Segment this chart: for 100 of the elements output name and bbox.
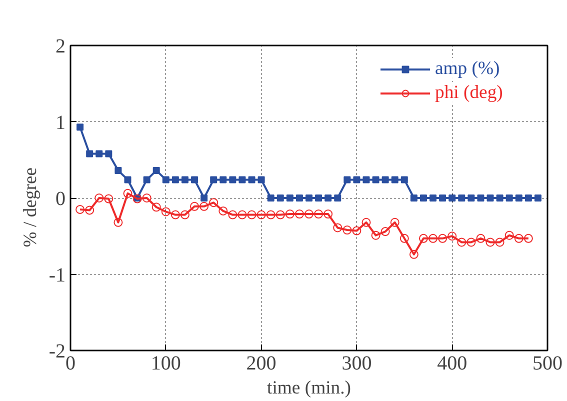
x-tick-label: 100 [150, 352, 181, 374]
point [200, 194, 208, 202]
point [220, 176, 227, 184]
point [123, 188, 132, 198]
point [218, 206, 228, 216]
legend-label: amp (%) [435, 58, 500, 80]
point [495, 238, 504, 247]
point [190, 202, 200, 211]
point [448, 232, 457, 241]
point [400, 176, 408, 184]
point [306, 194, 312, 202]
point [334, 194, 342, 202]
point [486, 194, 494, 202]
point [382, 176, 389, 184]
point [400, 234, 409, 243]
point [191, 176, 198, 184]
point [314, 210, 324, 219]
point [468, 194, 475, 202]
point [276, 210, 285, 220]
point [352, 226, 362, 236]
y-axis-title: % / degree [20, 167, 41, 248]
point [506, 194, 513, 202]
point [267, 194, 274, 202]
x-tick-label: 500 [532, 352, 562, 374]
point [285, 210, 294, 219]
point [170, 210, 180, 220]
point [380, 227, 390, 236]
point [94, 194, 104, 202]
point [504, 230, 514, 240]
point [124, 176, 132, 184]
point [486, 238, 495, 247]
point [477, 194, 484, 202]
point [342, 226, 352, 235]
point [458, 194, 466, 202]
point [410, 194, 418, 202]
point [333, 223, 342, 232]
point [286, 194, 294, 202]
point [315, 194, 322, 202]
point [324, 194, 332, 202]
point [514, 234, 524, 243]
y-tick-label: 1 [56, 112, 66, 134]
point [181, 176, 188, 184]
point [439, 194, 446, 202]
point [420, 194, 427, 202]
point [229, 176, 236, 184]
point [209, 198, 218, 208]
point [466, 238, 476, 247]
point [362, 218, 371, 227]
point [76, 124, 84, 131]
point [344, 176, 351, 184]
point [114, 218, 123, 227]
point [430, 194, 437, 202]
point [515, 194, 522, 202]
point [524, 194, 532, 202]
point [248, 176, 256, 184]
point [448, 194, 456, 202]
point [258, 176, 265, 184]
point [409, 250, 418, 259]
point [104, 194, 114, 204]
point [296, 194, 303, 202]
point [114, 167, 122, 174]
point [324, 210, 333, 219]
point [161, 207, 170, 216]
point [266, 210, 276, 220]
point [172, 176, 179, 184]
point [152, 202, 161, 212]
point [256, 210, 266, 220]
point [362, 176, 370, 184]
point [105, 150, 112, 158]
y-tick-label: 0 [56, 188, 66, 210]
point [238, 210, 247, 220]
point [372, 176, 380, 184]
point [294, 210, 304, 219]
point [180, 210, 190, 220]
point [524, 234, 533, 243]
point [86, 150, 94, 158]
point [276, 194, 284, 202]
point [210, 176, 218, 184]
point [143, 176, 150, 184]
point [304, 210, 314, 219]
y-tick-label: -1 [48, 264, 66, 286]
y-tick-label: -2 [48, 340, 66, 362]
point [534, 194, 542, 202]
x-tick-label: 300 [342, 352, 372, 374]
point [391, 176, 398, 184]
point [496, 194, 504, 202]
point [152, 167, 160, 174]
point [353, 176, 360, 184]
point [162, 176, 170, 184]
point [238, 176, 246, 184]
point [371, 230, 380, 240]
point [76, 204, 85, 214]
point [142, 194, 152, 202]
point [457, 238, 466, 247]
point [96, 150, 103, 158]
x-tick-label: 400 [437, 352, 468, 374]
point [390, 218, 400, 227]
point [418, 234, 428, 243]
point [476, 234, 486, 243]
y-tick-label: 2 [56, 36, 66, 58]
